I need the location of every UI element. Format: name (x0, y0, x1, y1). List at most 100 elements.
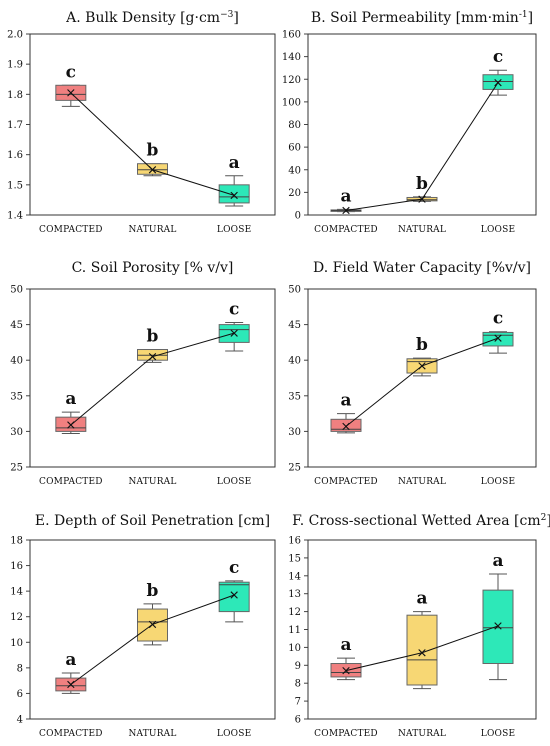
significance-letter: b (147, 327, 159, 347)
chart-title: F. Cross-sectional Wetted Area [cm2] (292, 513, 550, 529)
y-tick-label: 45 (10, 320, 23, 331)
significance-letter: c (229, 558, 239, 578)
y-tick-label: 2.0 (7, 30, 23, 41)
x-category-label: COMPACTED (39, 729, 103, 739)
x-category-label: NATURAL (128, 729, 176, 739)
box-iqr (406, 614, 438, 686)
y-tick-label: 60 (288, 143, 301, 154)
x-category-label: COMPACTED (314, 225, 378, 235)
x-category-label: COMPACTED (314, 729, 378, 739)
plot-frame (29, 288, 276, 468)
mean-marker (494, 622, 502, 630)
y-tick-label: 160 (282, 30, 301, 41)
mean-marker (67, 89, 75, 97)
significance-letter: a (416, 589, 427, 609)
mean-marker (148, 166, 157, 174)
chart-panel-4: E. Depth of Soil Penetration [cm] 4 6 8 10 12… (10, 513, 276, 739)
mean-marker (342, 206, 350, 215)
x-category-label: COMPACTED (314, 477, 378, 487)
y-tick-label: 50 (10, 285, 23, 296)
significance-letter: b (416, 335, 428, 355)
y-tick-label: 10 (10, 638, 23, 649)
y-tick-label: 1.7 (7, 120, 23, 131)
y-tick-label: 16 (288, 536, 301, 547)
chart-title: A. Bulk Density [g·cm−3] (65, 10, 239, 26)
y-tick-label: 100 (282, 97, 301, 108)
y-tick-label: 4 (17, 715, 23, 726)
y-tick-label: 14 (288, 571, 301, 582)
significance-letter: a (492, 551, 503, 571)
y-tick-label: 25 (10, 463, 23, 474)
significance-letter: a (65, 389, 76, 409)
significance-letter: b (147, 581, 159, 601)
chart-title: B. Soil Permeability [mm·min-1] (311, 10, 533, 26)
mean-marker (418, 649, 426, 657)
x-category-label: COMPACTED (39, 477, 103, 487)
y-tick-label: 20 (288, 188, 301, 199)
x-category-label: LOOSE (481, 477, 515, 487)
y-tick-label: 80 (288, 120, 301, 131)
y-tick-label: 40 (288, 356, 301, 367)
y-tick-label: 0 (295, 211, 301, 222)
chart-title-text: B. Soil Permeability [mm·min (311, 10, 519, 26)
chart-panel-2: C. Soil Porosity [% v/v] 25 30 35 40 45 50 COMP… (10, 260, 276, 487)
y-tick-label: 7 (295, 697, 301, 708)
chart-title-end: ] (528, 10, 533, 26)
box-iqr (482, 331, 514, 347)
mean-marker (148, 620, 157, 629)
mean-marker (342, 666, 350, 675)
mean-marker (148, 352, 157, 361)
y-tick-label: 6 (295, 715, 301, 726)
mean-marker (67, 421, 75, 429)
plot-frame (29, 33, 276, 216)
chart-panel-1: B. Soil Permeability [mm·min-1] 0 20 40 60 80… (282, 10, 537, 235)
plot-frame (29, 539, 276, 720)
y-tick-label: 8 (295, 679, 301, 690)
mean-marker (342, 422, 350, 431)
significance-letter: a (340, 186, 351, 206)
significance-letter: a (340, 635, 351, 655)
plot-frame (307, 33, 537, 216)
mean-marker (418, 362, 426, 370)
y-tick-label: 1.5 (7, 180, 23, 191)
chart-title-sup: 2 (541, 513, 547, 523)
mean-marker (418, 195, 426, 203)
y-tick-label: 1.8 (7, 90, 23, 101)
y-tick-label: 14 (10, 587, 23, 598)
mean-marker (230, 191, 238, 200)
x-category-label: NATURAL (398, 729, 446, 739)
y-tick-label: 13 (288, 589, 301, 600)
box-iqr (218, 581, 250, 613)
chart-title-text: F. Cross-sectional Wetted Area [cm (292, 513, 540, 529)
y-tick-label: 11 (288, 625, 301, 636)
x-category-label: NATURAL (128, 477, 176, 487)
significance-letter: a (65, 650, 76, 670)
y-tick-label: 50 (288, 285, 301, 296)
y-tick-label: 15 (288, 553, 301, 564)
chart-panel-0: A. Bulk Density [g·cm−3] 1.4 1.5 1.6 1.7 1.8 1… (7, 10, 276, 235)
y-tick-label: 10 (288, 643, 301, 654)
y-tick-label: 12 (288, 607, 301, 618)
plot-frame (307, 288, 537, 468)
x-category-label: LOOSE (217, 225, 251, 235)
y-tick-label: 35 (288, 391, 301, 402)
x-category-label: LOOSE (217, 477, 251, 487)
box-iqr (482, 589, 514, 665)
significance-letter: c (493, 47, 503, 67)
chart-title: D. Field Water Capacity [%v/v] (313, 260, 531, 276)
x-category-label: NATURAL (398, 477, 446, 487)
y-tick-label: 40 (10, 356, 23, 367)
y-tick-label: 8 (17, 663, 23, 674)
x-category-label: COMPACTED (39, 225, 103, 235)
chart-title: E. Depth of Soil Penetration [cm] (35, 513, 270, 529)
y-tick-label: 140 (282, 52, 301, 63)
y-tick-label: 6 (17, 689, 23, 700)
y-tick-label: 45 (288, 320, 301, 331)
y-tick-label: 12 (10, 612, 23, 623)
chart-title-text: D. Field Water Capacity [%v/v] (313, 260, 531, 276)
mean-marker (230, 329, 238, 337)
mean-marker (67, 680, 75, 689)
significance-letter: c (493, 309, 503, 329)
y-tick-label: 18 (10, 536, 23, 547)
